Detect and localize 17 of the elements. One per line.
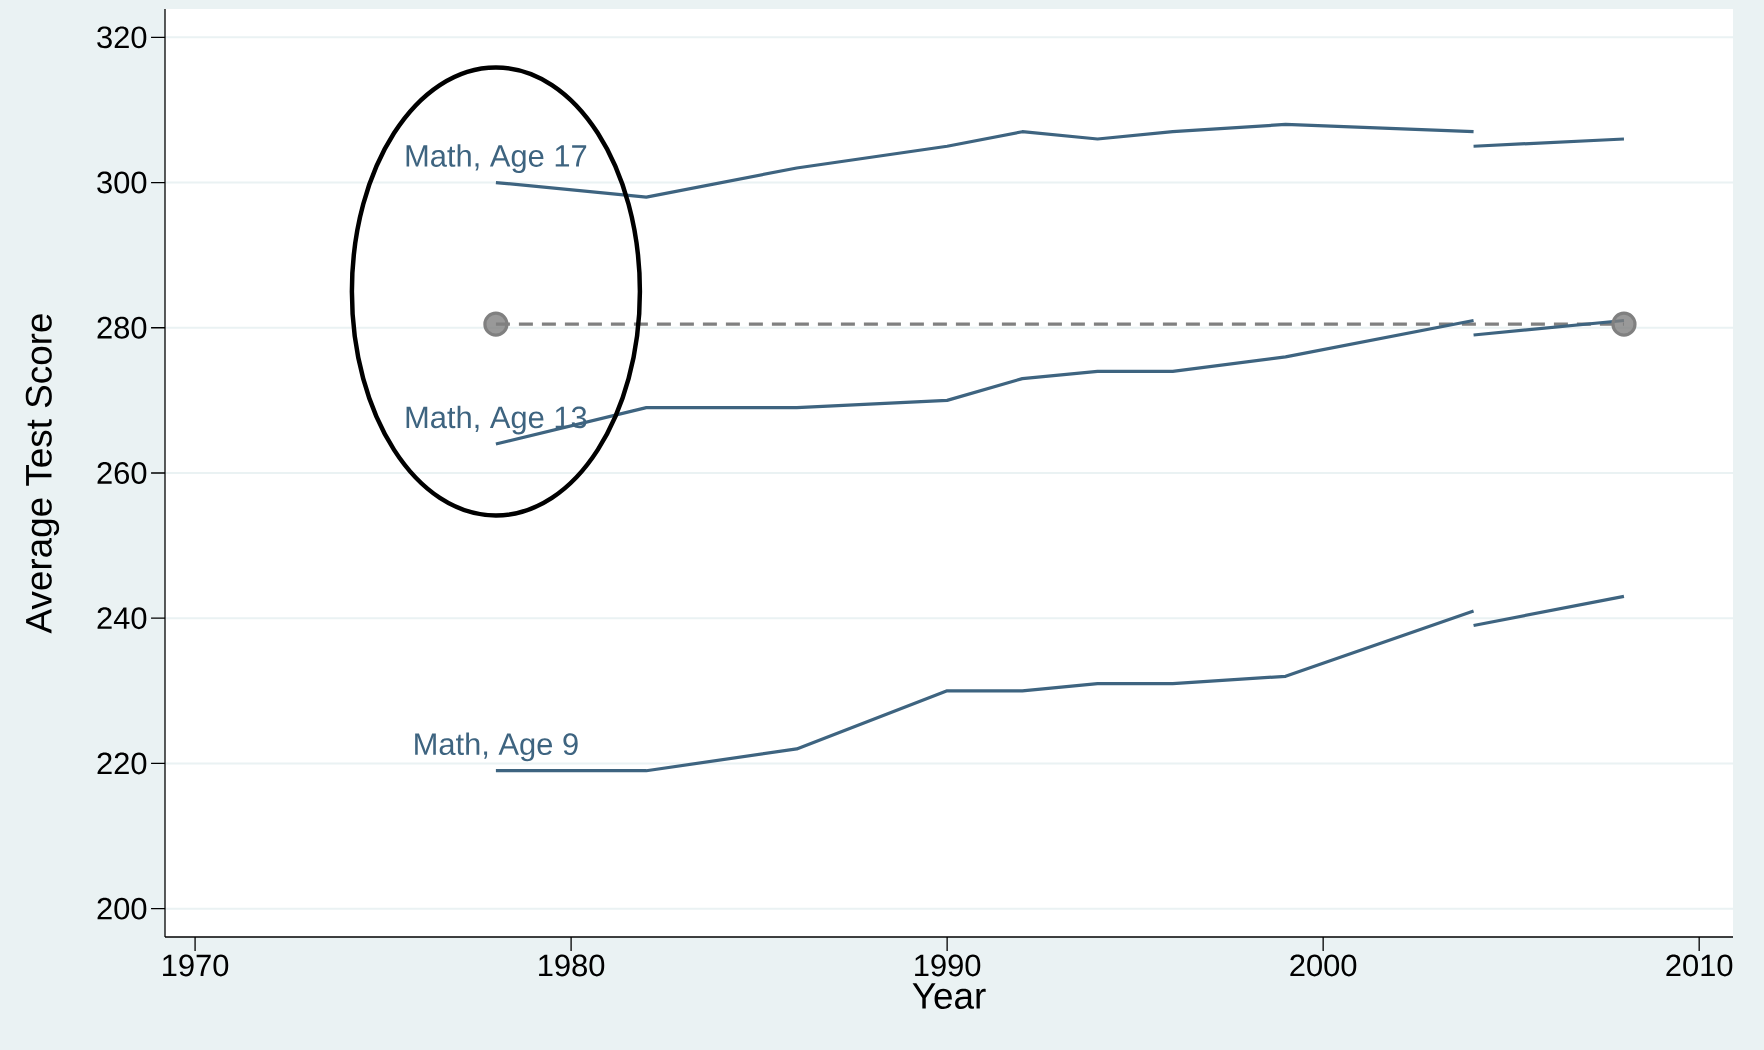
x-tick-label: 1980 [539,954,605,977]
y-tick-label: 200 [97,897,147,920]
series-label: Math, Age 9 [415,732,578,762]
line-series [494,609,1476,773]
x-tick-label: 1990 [915,954,981,977]
y-tick-label: 300 [97,171,147,194]
y-tick-label: 240 [97,607,147,630]
x-tick-label: 2000 [1290,954,1357,977]
y-axis-title: Average Test Score [25,314,60,634]
x-axis-title: Year [912,983,986,1009]
series-label: Math, Age 17 [406,144,587,174]
x-tick-label: 2010 [1666,954,1733,977]
x-tick-label: 1970 [163,954,229,977]
y-tick-label: 280 [97,316,147,339]
y-tick-label: 260 [97,462,147,484]
y-tick-label: 220 [97,752,147,775]
y-tick-label: 320 [97,26,147,49]
